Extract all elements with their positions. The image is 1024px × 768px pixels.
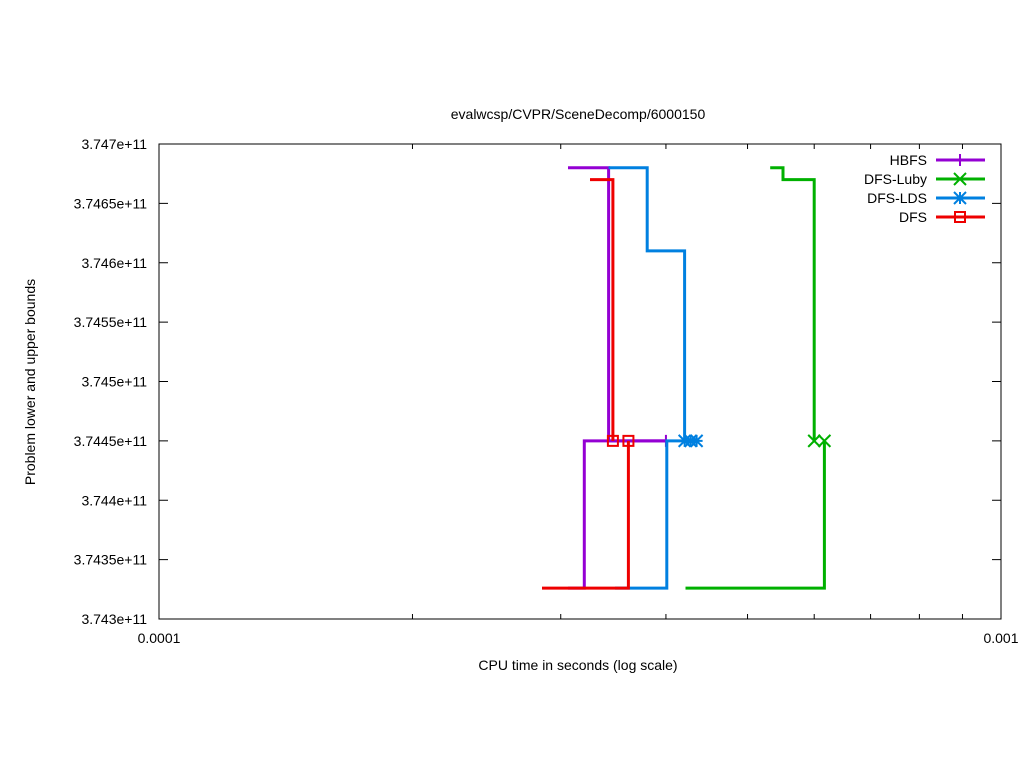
y-tick-label: 3.746e+11 <box>81 255 147 271</box>
legend-item-dfs: DFS <box>899 209 985 225</box>
series-dfs <box>542 178 635 590</box>
data-point-marker <box>817 434 832 448</box>
data-point-marker <box>807 434 821 448</box>
hbfs-upper-bound-line <box>568 166 666 443</box>
dfs-luby-lower-bound-line <box>685 440 826 590</box>
legend-label: DFS-LDS <box>867 190 927 206</box>
data-point-marker <box>953 172 967 186</box>
y-tick-label: 3.744e+11 <box>81 492 147 508</box>
y-tick-label: 3.7445e+11 <box>74 433 148 449</box>
dfs-lds-upper-bound-line <box>608 166 697 443</box>
data-point-marker <box>606 434 619 447</box>
y-tick-label: 3.743e+11 <box>81 611 147 627</box>
plot-frame <box>158 143 1002 620</box>
dfs-upper-bound-line <box>590 178 615 441</box>
series-dfs-luby <box>685 166 832 590</box>
series-dfs-lds <box>608 166 704 590</box>
x-tick-label: 0.0001 <box>138 630 181 646</box>
y-tick-label: 3.745e+11 <box>81 374 147 390</box>
y-axis-label: Problem lower and upper bounds <box>22 279 38 485</box>
data-point-marker <box>689 434 704 448</box>
dfs-lower-bound-line <box>542 440 630 590</box>
legend-label: HBFS <box>890 152 927 168</box>
chart-title: evalwcsp/CVPR/SceneDecomp/6000150 <box>451 106 706 122</box>
dfs-luby-upper-bound-line <box>770 166 816 441</box>
legend-label: DFS-Luby <box>864 171 927 187</box>
y-tick-label: 3.7455e+11 <box>74 314 148 330</box>
hbfs-lower-bound-line <box>568 439 666 590</box>
legend-item-dfs-luby: DFS-Luby <box>864 171 985 187</box>
data-point-marker <box>954 154 966 166</box>
legend-label: DFS <box>899 209 927 225</box>
y-tick-label: 3.747e+11 <box>81 136 147 152</box>
series-hbfs <box>568 166 672 590</box>
data-point-marker <box>622 434 635 447</box>
data-point-marker <box>677 434 692 448</box>
x-tick-label: 0.001 <box>983 630 1018 646</box>
y-tick-label: 3.7435e+11 <box>74 552 148 568</box>
y-tick-label: 3.7465e+11 <box>74 195 148 211</box>
x-axis-label: CPU time in seconds (log scale) <box>478 657 677 673</box>
data-point-marker <box>953 191 967 205</box>
legend-item-hbfs: HBFS <box>890 152 985 168</box>
data-point-marker <box>954 211 966 223</box>
legend-item-dfs-lds: DFS-LDS <box>867 190 985 206</box>
